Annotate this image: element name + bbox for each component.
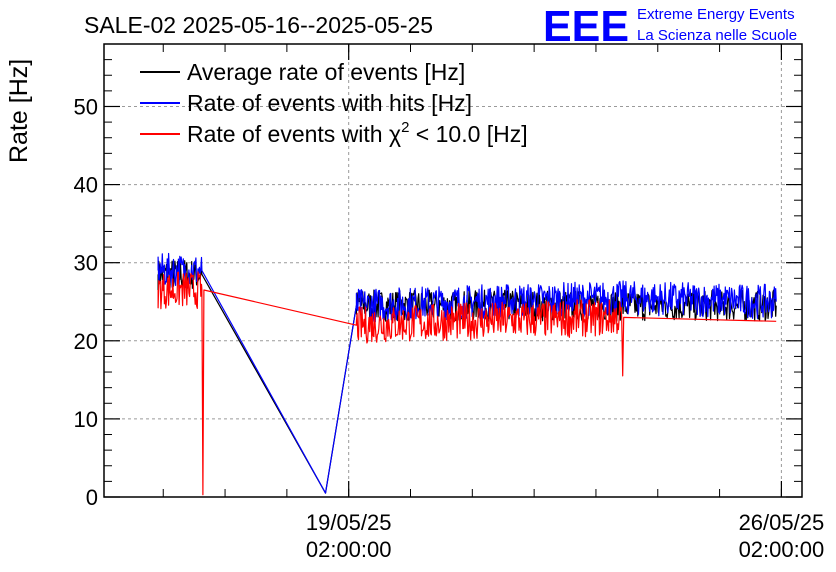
series-line-2 xyxy=(157,271,777,496)
eee-logo: EEE Extreme Energy Events La Scienza nel… xyxy=(543,2,797,51)
plot-frame xyxy=(103,43,803,498)
y-tick-label: 50 xyxy=(74,94,98,119)
legend-label-average: Average rate of events [Hz] xyxy=(187,59,465,85)
gridlines xyxy=(104,44,802,497)
y-tick-labels: 0 10 20 30 40 50 xyxy=(74,94,98,510)
x-tick-label-time: 02:00:00 xyxy=(739,537,825,562)
y-axis-title: Rate [Hz] xyxy=(5,59,33,163)
axis-ticks xyxy=(104,43,802,498)
x-tick-label-date: 19/05/25 xyxy=(306,510,392,535)
series-layer xyxy=(157,252,777,496)
legend-label-chi2: Rate of events with χ2 < 10.0 [Hz] xyxy=(187,119,528,147)
logo-letters: EEE xyxy=(543,2,629,51)
y-tick-label: 20 xyxy=(74,329,98,354)
chart-title: SALE-02 2025-05-16--2025-05-25 xyxy=(84,12,433,38)
x-tick-label-date: 26/05/25 xyxy=(739,510,825,535)
y-tick-label: 0 xyxy=(86,485,98,510)
logo-line2: La Scienza nelle Scuole xyxy=(637,27,797,44)
legend: Average rate of events [Hz] Rate of even… xyxy=(140,59,528,147)
y-tick-label: 40 xyxy=(74,173,98,198)
y-tick-label: 30 xyxy=(74,251,98,276)
x-tick-label-time: 02:00:00 xyxy=(306,537,392,562)
y-tick-label: 10 xyxy=(74,407,98,432)
logo-line1: Extreme Energy Events xyxy=(637,6,795,23)
legend-label-hits: Rate of events with hits [Hz] xyxy=(187,90,472,116)
